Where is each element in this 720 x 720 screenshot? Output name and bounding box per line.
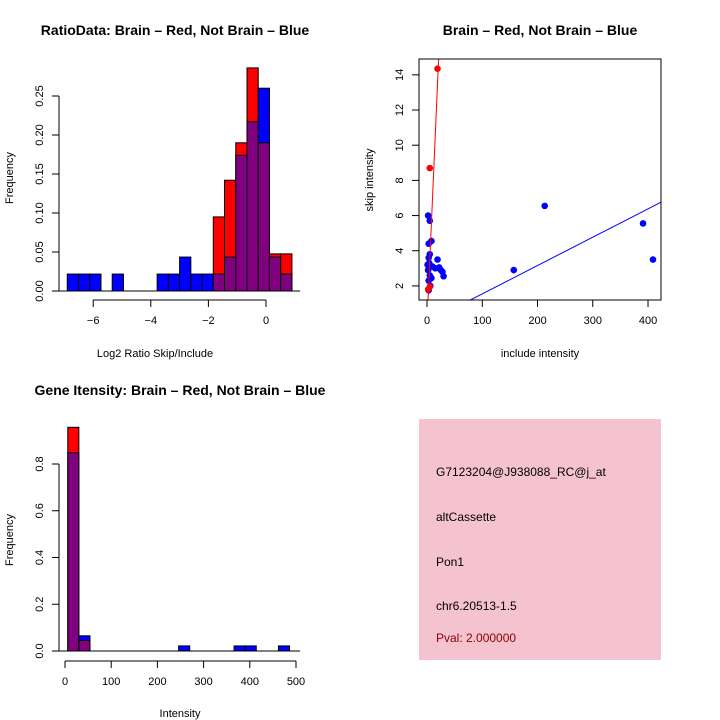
genomic-location: chr6.20513-1.5 <box>436 599 517 613</box>
histogram-bar-overlap <box>280 273 293 292</box>
histogram-bar <box>89 273 102 292</box>
red-point <box>424 286 432 293</box>
y-tick-label: 0.4 <box>34 550 46 565</box>
scatter-plot-area: 0 100 200 300 400 2 4 6 8 10 12 14 <box>394 58 662 327</box>
x-tick-label: −6 <box>87 315 100 327</box>
red-point <box>426 164 434 172</box>
histogram-bar-overlap <box>235 154 248 292</box>
blue-point <box>426 272 434 279</box>
gene-intensity-xlabel: Intensity <box>160 708 201 720</box>
histogram-bar-overlap <box>246 121 259 292</box>
histogram-bar <box>111 273 124 292</box>
x-tick-label: 100 <box>102 676 120 688</box>
histogram-bar-overlap <box>67 452 80 652</box>
y-tick-label: 6 <box>394 212 406 218</box>
histogram-bar <box>201 273 214 292</box>
blue-point <box>440 272 447 280</box>
y-tick-label: 0.25 <box>34 85 46 106</box>
gene-intensity-bars: 0.0 0.2 0.4 0.6 0.8 0 100 200 300 400 500 <box>34 426 305 688</box>
ratio-histogram-xlabel: Log2 Ratio Skip/Include <box>97 348 213 360</box>
gene-name: Pon1 <box>436 555 464 569</box>
histogram-bar <box>244 645 257 652</box>
x-tick-label: −2 <box>202 315 215 327</box>
y-tick-label: 0.15 <box>34 163 46 184</box>
blue-fit-line <box>469 201 661 300</box>
blue-point <box>510 266 518 274</box>
histogram-bar-overlap <box>224 256 237 292</box>
y-tick-label: 0.8 <box>34 456 46 471</box>
histogram-bar <box>277 645 291 652</box>
ratio-histogram-ylabel: Frequency <box>4 152 16 204</box>
scatter-ylabel: skip intensity <box>364 148 376 211</box>
y-tick-label: 0.0 <box>34 643 46 658</box>
x-tick-label: 500 <box>287 676 305 688</box>
x-tick-label: 0 <box>424 315 430 327</box>
ratio-histogram-bars: 0.00 0.05 0.10 0.15 0.20 0.25 −6 −4 −2 0 <box>34 67 300 327</box>
y-tick-label: 0.10 <box>34 202 46 223</box>
histogram-bar <box>66 273 80 292</box>
x-tick-label: 200 <box>148 676 166 688</box>
histogram-bar <box>167 273 181 292</box>
histogram-bar <box>233 645 246 652</box>
histogram-bar <box>190 273 203 292</box>
y-tick-label: 14 <box>394 69 406 81</box>
x-tick-label: 100 <box>473 315 491 327</box>
x-tick-label: 200 <box>528 315 546 327</box>
ratio-histogram-title: RatioData: Brain – Red, Not Brain – Blue <box>41 22 310 38</box>
blue-point <box>541 202 548 210</box>
histogram-bar-overlap <box>212 273 226 292</box>
scatter-xlabel: include intensity <box>501 348 580 360</box>
y-tick-label: 0.05 <box>34 241 46 262</box>
event-type: altCassette <box>436 510 496 524</box>
gene-intensity-ylabel: Frequency <box>4 514 16 566</box>
blue-point <box>649 256 657 263</box>
p-value: Pval: 2.000000 <box>436 631 516 645</box>
histogram-bar <box>156 273 169 292</box>
y-tick-label: 2 <box>394 283 406 289</box>
blue-point <box>428 237 435 245</box>
histogram-bar-overlap <box>257 142 270 292</box>
gene-intensity-title: Gene Itensity: Brain – Red, Not Brain – … <box>35 382 326 398</box>
intensity-scatter: Brain – Red, Not Brain – Blue include in… <box>364 22 662 360</box>
probe-id: G7123204@J938088_RC@j_at <box>436 465 606 479</box>
x-tick-label: 0 <box>263 315 269 327</box>
histogram-bar-overlap <box>268 256 282 292</box>
blue-point <box>424 212 432 219</box>
x-tick-label: 300 <box>584 315 602 327</box>
y-tick-label: 0.6 <box>34 503 46 518</box>
x-tick-label: −4 <box>145 315 158 327</box>
histogram-bar-overlap <box>78 639 91 652</box>
red-point <box>434 65 441 72</box>
y-tick-label: 0.20 <box>34 124 46 145</box>
histogram-bar <box>179 256 192 292</box>
histogram-bar <box>78 273 91 292</box>
scatter-title: Brain – Red, Not Brain – Blue <box>443 22 638 38</box>
plot-frame <box>418 58 662 301</box>
y-tick-label: 8 <box>394 177 406 183</box>
info-panel: G7123204@J938088_RC@j_at altCassette Pon… <box>419 419 661 660</box>
gene-intensity-histogram: Gene Itensity: Brain – Red, Not Brain – … <box>4 382 326 720</box>
blue-point <box>434 256 441 263</box>
x-tick-label: 400 <box>639 315 657 327</box>
blue-point <box>639 220 647 227</box>
x-tick-label: 300 <box>194 676 212 688</box>
info-panel-background <box>419 419 661 660</box>
ratio-histogram: RatioData: Brain – Red, Not Brain – Blue… <box>4 22 309 360</box>
x-tick-label: 0 <box>62 676 68 688</box>
y-tick-label: 0.2 <box>34 597 46 612</box>
y-tick-label: 10 <box>394 139 406 151</box>
y-tick-label: 4 <box>394 248 406 254</box>
y-tick-label: 0.00 <box>34 280 46 301</box>
x-tick-label: 400 <box>241 676 259 688</box>
y-tick-label: 12 <box>394 104 406 116</box>
histogram-bar <box>178 645 191 652</box>
